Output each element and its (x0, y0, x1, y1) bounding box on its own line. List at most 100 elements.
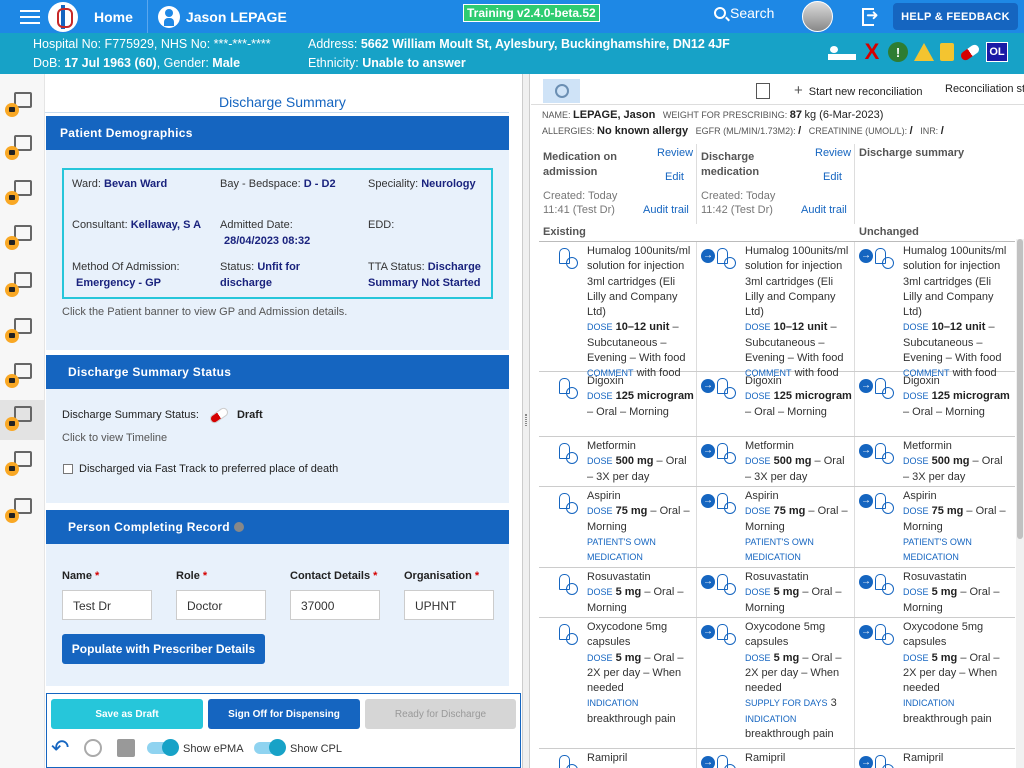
nav-discharge-icon[interactable] (0, 400, 45, 440)
populate-prescriber-button[interactable]: Populate with Prescriber Details (62, 634, 265, 664)
home-link[interactable]: Home (94, 8, 133, 25)
sign-off-button[interactable]: Sign Off for Dispensing (208, 699, 360, 729)
fast-track-checkbox[interactable]: Discharged via Fast Track to preferred p… (63, 463, 338, 475)
timeline-link[interactable]: Click to view Timeline (62, 432, 168, 444)
nav-clipboard-icon[interactable] (0, 357, 45, 397)
close-alert-icon[interactable]: X (864, 39, 880, 64)
history-icon[interactable] (84, 739, 102, 757)
status-label: Status: (220, 261, 255, 273)
name-label: NAME: (542, 110, 571, 120)
alert-icon[interactable]: ! (888, 42, 908, 62)
nav-list-icon[interactable] (0, 86, 45, 126)
patient-banner[interactable]: Hospital No: F775929, NHS No: ***-***-**… (0, 33, 1024, 74)
nav-cashier-icon[interactable] (0, 492, 45, 532)
med-cell[interactable]: Humalog 100units/ml solution for injecti… (539, 242, 697, 379)
nav-home-icon[interactable] (0, 266, 45, 306)
panel-resize-handle[interactable] (522, 74, 530, 768)
title-divider (45, 112, 509, 113)
pin-button[interactable] (543, 79, 580, 103)
nav-checklist-icon[interactable] (0, 445, 45, 485)
fluid-bag-icon[interactable] (940, 43, 954, 61)
med-cell[interactable]: → Digoxin DOSE 125 microgram – Oral – Morn… (855, 372, 1015, 436)
avatar[interactable] (802, 1, 833, 32)
medication-icon (871, 248, 897, 270)
ol-badge[interactable]: OL (986, 42, 1008, 62)
required-mark: * (202, 570, 208, 582)
med-cell[interactable]: → Digoxin DOSE 125 microgram – Oral – Morn… (697, 372, 855, 436)
bay-label: Bay - Bedspace: (220, 178, 301, 190)
med-cell[interactable]: Aspirin DOSE 75 mg – Oral – Morning PATIEN… (539, 487, 697, 567)
bed-icon[interactable] (828, 44, 856, 60)
save-draft-button[interactable]: Save as Draft (51, 699, 203, 729)
med-cell[interactable]: → Ramipril (855, 749, 1015, 768)
info-icon[interactable] (233, 522, 244, 532)
med-cell[interactable]: → Humalog 100units/ml solution for inject… (855, 242, 1015, 379)
dose-value: 5 mg (773, 651, 800, 664)
med-cell[interactable]: → Rosuvastatin DOSE 5 mg – Oral – Morning (855, 568, 1015, 617)
user-name[interactable]: Jason LEPAGE (185, 8, 287, 25)
route-text: – Oral – 3X per day (745, 455, 845, 483)
name-input[interactable]: Test Dr (62, 590, 152, 620)
show-cpl-toggle[interactable] (254, 739, 286, 756)
med-cell[interactable]: Metformin DOSE 500 mg – Oral – 3X per day (539, 437, 697, 486)
table-row[interactable]: Rosuvastatin DOSE 5 mg – Oral – Morning → R… (539, 568, 1015, 618)
warning-icon[interactable] (914, 43, 934, 61)
med-cell[interactable]: → Aspirin DOSE 75 mg – Oral – Morning PATIE… (697, 487, 855, 567)
med-name: Ramipril (903, 752, 944, 764)
extra-label: PATIENT'S OWN MEDICATION (587, 536, 656, 563)
created-time: 11:41 (Test Dr) (543, 204, 615, 216)
med-name: Humalog 100units/ml solution for injecti… (745, 245, 849, 319)
role-input[interactable]: Doctor (176, 590, 266, 620)
table-row[interactable]: Humalog 100units/ml solution for injecti… (539, 242, 1015, 379)
review-link[interactable]: Review (815, 147, 852, 159)
med-cell[interactable]: Ramipril (539, 749, 697, 768)
med-cell[interactable]: → Rosuvastatin DOSE 5 mg – Oral – Morning (697, 568, 855, 617)
pill-icon[interactable] (959, 42, 981, 62)
med-cell[interactable]: Oxycodone 5mg capsules DOSE 5 mg – Oral –… (539, 618, 697, 748)
contact-input[interactable]: 37000 (290, 590, 380, 620)
help-feedback-button[interactable]: HELP & FEEDBACK (893, 3, 1018, 30)
med-cell[interactable]: Digoxin DOSE 125 microgram – Oral – Morni… (539, 372, 697, 436)
med-cell[interactable]: → Metformin DOSE 500 mg – Oral – 3X per da… (697, 437, 855, 486)
nav-add-icon[interactable] (0, 129, 45, 169)
med-cell[interactable]: Rosuvastatin DOSE 5 mg – Oral – Morning (539, 568, 697, 617)
menu-icon[interactable] (20, 9, 40, 24)
med-cell[interactable]: → Oxycodone 5mg capsules DOSE 5 mg – Oral … (855, 618, 1015, 748)
edit-link[interactable]: Edit (823, 171, 842, 183)
ready-discharge-button[interactable]: Ready for Discharge (365, 699, 516, 729)
search-button[interactable]: Search (714, 5, 774, 21)
med-cell[interactable]: → Ramipril (697, 749, 855, 768)
print-icon[interactable] (117, 739, 135, 757)
checkbox[interactable] (63, 464, 73, 474)
review-link[interactable]: Review (657, 147, 694, 159)
plus-icon (14, 135, 32, 151)
logout-icon[interactable] (862, 6, 880, 26)
table-row[interactable]: Aspirin DOSE 75 mg – Oral – Morning PATIEN… (539, 487, 1015, 568)
medication-icon (713, 378, 739, 400)
table-row[interactable]: Ramipril → Ramipril → Ramipril (539, 749, 1015, 768)
scrollbar[interactable] (1016, 239, 1024, 768)
audit-trail-link[interactable]: Audit trail (801, 204, 847, 216)
edit-link[interactable]: Edit (665, 171, 684, 183)
reconciliation-status[interactable]: Reconciliation st (945, 83, 1024, 95)
organisation-input[interactable]: UPHNT (404, 590, 494, 620)
rec-toolbar: + Start new reconciliation Reconciliation… (531, 74, 1024, 105)
label-text: Organisation (404, 570, 472, 582)
med-cell[interactable]: → Metformin DOSE 500 mg – Oral – 3X per da… (855, 437, 1015, 486)
med-cell[interactable]: → Oxycodone 5mg capsules DOSE 5 mg – Oral … (697, 618, 855, 748)
nav-notes-icon[interactable] (0, 312, 45, 352)
table-row[interactable]: Metformin DOSE 500 mg – Oral – 3X per day… (539, 437, 1015, 487)
table-row[interactable]: Digoxin DOSE 125 microgram – Oral – Morni… (539, 372, 1015, 437)
prescription-icon[interactable] (756, 83, 770, 99)
show-epma-toggle[interactable] (147, 739, 179, 756)
nav-stethoscope-icon[interactable] (0, 174, 45, 214)
label-text: Contact Details (290, 570, 371, 582)
extra-value: with food (952, 367, 997, 380)
med-cell[interactable]: → Humalog 100units/ml solution for inject… (697, 242, 855, 379)
table-row[interactable]: Oxycodone 5mg capsules DOSE 5 mg – Oral –… (539, 618, 1015, 749)
undo-icon[interactable]: ↶ (51, 735, 70, 760)
start-reconciliation-button[interactable]: + Start new reconciliation (794, 82, 923, 99)
med-cell[interactable]: → Aspirin DOSE 75 mg – Oral – Morning PATIE… (855, 487, 1015, 567)
nav-camera-icon[interactable] (0, 219, 45, 259)
audit-trail-link[interactable]: Audit trail (643, 204, 689, 216)
